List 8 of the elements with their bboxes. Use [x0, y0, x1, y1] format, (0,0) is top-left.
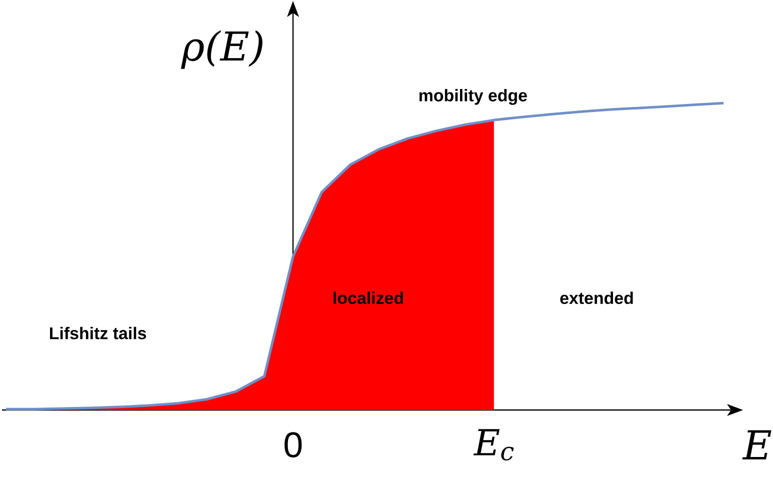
text: 0	[284, 432, 302, 458]
text: E$_{c}$	[473, 429, 514, 461]
annotation: mobility edge	[419, 89, 527, 105]
annotation: Lifshitz tails	[50, 326, 146, 340]
annotation: localized	[334, 292, 403, 304]
annotation: extended	[560, 292, 633, 304]
x-axis-title: E	[742, 430, 772, 460]
y-axis-title: ρ(E)	[180, 30, 262, 69]
